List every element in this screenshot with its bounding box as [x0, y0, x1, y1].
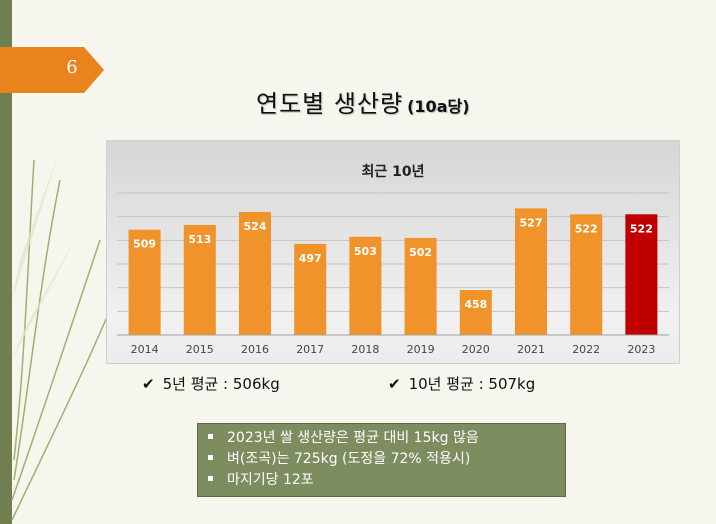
bar-2017	[294, 243, 327, 335]
data-label-2020: 458	[464, 298, 487, 311]
chart-panel: 최근 10년 509 2014 513 2015 524 2016 497 2017 503 20…	[106, 140, 680, 364]
page-title: 연도별 생산량 (10a당)	[256, 84, 470, 119]
data-label-2016: 524	[244, 220, 267, 233]
x-tick-2014: 2014	[131, 343, 159, 356]
bullet-icon	[208, 475, 213, 481]
x-tick-2021: 2021	[517, 343, 545, 356]
bar-2014	[128, 229, 161, 335]
data-label-2015: 513	[188, 233, 211, 246]
bullet-icon	[208, 454, 213, 460]
bar-2023	[625, 214, 658, 335]
notes-box: 2023년 쌀 생산량은 평균 대비 15kg 많음 벼(조곡)는 725kg …	[197, 423, 566, 497]
note-text: 벼(조곡)는 725kg (도정을 72% 적용시)	[227, 451, 471, 467]
x-tick-2018: 2018	[351, 343, 379, 356]
data-label-2021: 527	[520, 216, 543, 229]
title-sub: (10a당)	[407, 97, 470, 116]
x-tick-2016: 2016	[241, 343, 269, 356]
accent-strip	[0, 0, 12, 524]
x-tick-2020: 2020	[462, 343, 490, 356]
data-label-2017: 497	[299, 252, 322, 265]
avg-5yr-label: 5년 평균 : 506kg	[162, 375, 280, 393]
data-label-2014: 509	[133, 238, 156, 251]
avg-5yr: ✔ 5년 평균 : 506kg	[142, 373, 280, 394]
data-label-2018: 503	[354, 245, 377, 258]
bar-chart: 509 2014 513 2015 524 2016 497 2017 503 2018 502 20…	[117, 192, 669, 356]
x-tick-2015: 2015	[186, 343, 214, 356]
note-item: 벼(조곡)는 725kg (도정을 72% 적용시)	[208, 449, 565, 470]
check-icon: ✔	[142, 375, 155, 393]
x-tick-2023: 2023	[627, 343, 655, 356]
bar-2018	[349, 236, 382, 335]
avg-10yr: ✔ 10년 평균 : 507kg	[388, 373, 535, 394]
x-tick-2022: 2022	[572, 343, 600, 356]
note-text: 2023년 쌀 생산량은 평균 대비 15kg 많음	[227, 430, 479, 446]
note-item: 2023년 쌀 생산량은 평균 대비 15kg 많음	[208, 428, 565, 449]
data-label-2019: 502	[409, 246, 432, 259]
bullet-icon	[208, 433, 213, 439]
note-text: 마지기당 12포	[227, 472, 314, 488]
decorative-leaves	[11, 150, 111, 521]
x-tick-2019: 2019	[407, 343, 435, 356]
data-label-2022: 522	[575, 222, 598, 235]
bar-2019	[404, 237, 437, 335]
data-label-2023: 522	[630, 222, 653, 235]
avg-10yr-label: 10년 평균 : 507kg	[408, 375, 536, 393]
bar-2015	[183, 224, 216, 335]
title-main: 연도별 생산량	[256, 90, 404, 118]
chart-title: 최근 10년	[361, 164, 425, 180]
bar-2022	[570, 214, 603, 335]
bar-2021	[514, 208, 548, 335]
x-tick-2017: 2017	[296, 343, 324, 356]
slide-number: 6	[66, 57, 78, 78]
note-item: 마지기당 12포	[208, 470, 565, 491]
check-icon: ✔	[388, 375, 401, 393]
slide-number-badge	[0, 47, 104, 93]
bar-2016	[238, 211, 272, 335]
bar-2020	[459, 290, 492, 335]
